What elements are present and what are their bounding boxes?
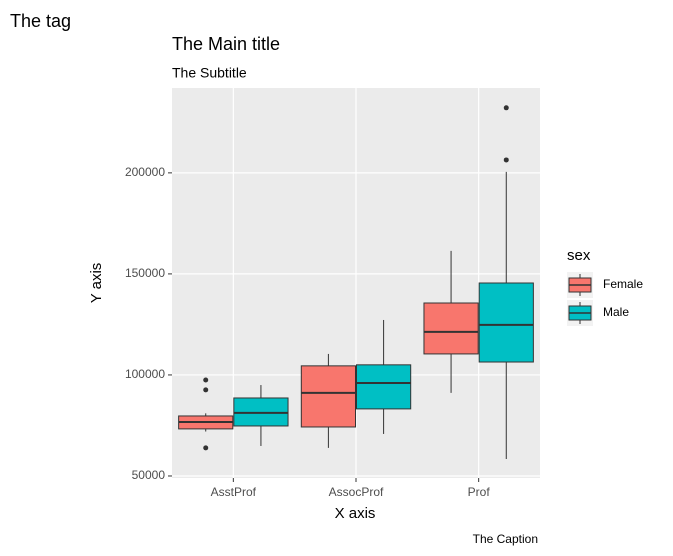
chart-subtitle: The Subtitle <box>172 65 247 81</box>
x-tick-label: Prof <box>468 485 491 499</box>
y-tick-label: 200000 <box>125 165 165 179</box>
chart-title: The Main title <box>172 34 280 54</box>
x-axis-label: X axis <box>335 505 376 522</box>
legend-label: Female <box>603 277 643 291</box>
legend-title: sex <box>567 247 591 264</box>
outlier <box>503 105 509 111</box>
y-tick-label: 150000 <box>125 266 165 280</box>
y-tick-label: 50000 <box>132 468 166 482</box>
legend-label: Male <box>603 305 629 319</box>
outlier <box>203 387 209 393</box>
box <box>300 365 356 428</box>
outlier <box>203 445 209 451</box>
box <box>423 302 479 355</box>
caption: The Caption <box>473 532 538 546</box>
y-axis-label: Y axis <box>88 263 105 304</box>
x-tick-label: AssocProf <box>329 485 384 499</box>
y-tick-label: 100000 <box>125 367 165 381</box>
tag: The tag <box>10 11 71 31</box>
outlier <box>503 157 509 163</box>
x-tick-label: AsstProf <box>211 485 257 499</box>
box <box>478 282 534 363</box>
box <box>356 364 412 410</box>
outlier <box>203 377 209 383</box>
